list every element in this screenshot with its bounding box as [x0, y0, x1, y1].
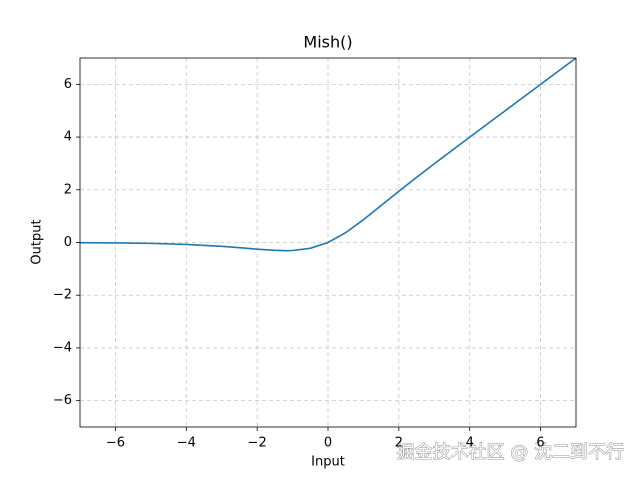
- x-tick-label: 6: [536, 436, 544, 451]
- y-tick-label: 4: [64, 130, 72, 145]
- y-axis-label: Output: [30, 219, 45, 264]
- y-tick-label: 2: [64, 182, 72, 197]
- x-tick-label: −6: [106, 436, 125, 451]
- y-tick-label: 0: [64, 235, 72, 250]
- x-axis-label: Input: [311, 455, 345, 470]
- x-tick-label: 4: [466, 436, 474, 451]
- chart-title: Mish(): [303, 33, 352, 52]
- y-tick-label: −4: [53, 340, 72, 355]
- x-tick-label: 2: [395, 436, 403, 451]
- data-line: [80, 58, 576, 252]
- y-tick-label: −6: [53, 393, 72, 408]
- x-tick-label: −4: [177, 436, 196, 451]
- plot-frame: [79, 57, 577, 428]
- x-tick-label: −2: [248, 436, 267, 451]
- y-tick-label: −2: [53, 288, 72, 303]
- watermark: 掘金技术社区 @ 沈二到不行: [397, 442, 624, 463]
- y-tick-label: 6: [64, 77, 72, 92]
- x-tick-label: 0: [324, 436, 332, 451]
